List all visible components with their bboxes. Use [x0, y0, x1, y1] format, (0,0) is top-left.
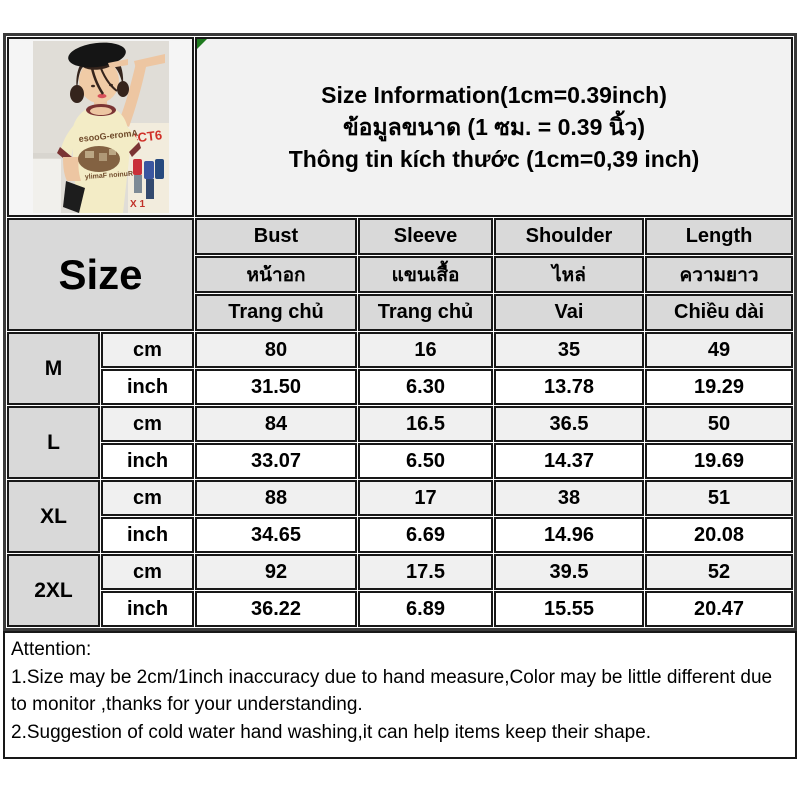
- value-cell: 14.37: [494, 443, 644, 479]
- row-l-cm: L cm 84 16.5 36.5 50: [7, 406, 794, 479]
- value-cell: 50: [645, 406, 794, 442]
- value-cell: 17.5: [358, 554, 493, 590]
- value-cell: 52: [645, 554, 794, 590]
- row-m-cm: M cm 80 16 35 49: [7, 332, 794, 405]
- product-photo: 4CT6 X 1: [32, 41, 169, 213]
- title-cell: Size Information(1cm=0.39inch) ข้อมูลขนา…: [195, 37, 794, 217]
- title-line-vi: Thông tin kích thước (1cm=0,39 inch): [288, 146, 700, 172]
- unit-label: cm: [101, 480, 194, 516]
- row-l-inch: inch 33.07 6.50 14.37 19.69: [7, 443, 794, 479]
- row-xl-inch: inch 34.65 6.69 14.96 20.08: [7, 517, 794, 553]
- value-cell: 39.5: [494, 554, 644, 590]
- unit-label: cm: [101, 332, 194, 368]
- value-cell: 19.69: [645, 443, 794, 479]
- value-cell: 36.22: [195, 591, 357, 627]
- value-cell: 6.69: [358, 517, 493, 553]
- header-sleeve-th: แขนเสื้อ: [358, 256, 493, 293]
- size-table: 4CT6 X 1: [3, 33, 798, 631]
- value-cell: 6.89: [358, 591, 493, 627]
- photo-title-row: 4CT6 X 1: [7, 37, 794, 217]
- header-bust-th: หน้าอก: [195, 256, 357, 293]
- attention-notes-box: Attention: 1.Size may be 2cm/1inch inacc…: [3, 631, 797, 759]
- row-2xl-inch: inch 36.22 6.89 15.55 20.47: [7, 591, 794, 627]
- svg-text:X 1: X 1: [130, 199, 145, 210]
- size-label-m: M: [7, 332, 100, 405]
- value-cell: 14.96: [494, 517, 644, 553]
- value-cell: 17: [358, 480, 493, 516]
- header-sleeve-en: Sleeve: [358, 218, 493, 255]
- size-label-l: L: [7, 406, 100, 479]
- size-label-2xl: 2XL: [7, 554, 100, 627]
- svg-text:ylimaF noinuR: ylimaF noinuR: [84, 171, 133, 181]
- value-cell: 31.50: [195, 369, 357, 405]
- value-cell: 20.47: [645, 591, 794, 627]
- size-header-cell: Size: [7, 218, 194, 331]
- value-cell: 36.5: [494, 406, 644, 442]
- header-sleeve-vi: Trang chủ: [358, 294, 493, 331]
- value-cell: 49: [645, 332, 794, 368]
- value-cell: 35: [494, 332, 644, 368]
- unit-label: inch: [101, 369, 194, 405]
- header-shoulder-en: Shoulder: [494, 218, 644, 255]
- value-cell: 15.55: [494, 591, 644, 627]
- unit-label: inch: [101, 443, 194, 479]
- value-cell: 92: [195, 554, 357, 590]
- title-line-en: Size Information(1cm=0.39inch): [321, 82, 667, 108]
- unit-label: inch: [101, 591, 194, 627]
- header-bust-vi: Trang chủ: [195, 294, 357, 331]
- value-cell: 38: [494, 480, 644, 516]
- value-cell: 19.29: [645, 369, 794, 405]
- header-row-th: หน้าอก แขนเสื้อ ไหล่ ความยาว: [7, 256, 794, 293]
- size-chart-sheet: 4CT6 X 1: [3, 33, 798, 759]
- attention-heading: Attention:: [11, 639, 92, 660]
- title-line-th: ข้อมูลขนาด (1 ซม. = 0.39 นิ้ว): [342, 114, 646, 140]
- value-cell: 16: [358, 332, 493, 368]
- value-cell: 88: [195, 480, 357, 516]
- value-cell: 80: [195, 332, 357, 368]
- header-shoulder-th: ไหล่: [494, 256, 644, 293]
- size-label-xl: XL: [7, 480, 100, 553]
- attention-note-1: 1.Size may be 2cm/1inch inaccuracy due t…: [11, 666, 773, 716]
- row-xl-cm: XL cm 88 17 38 51: [7, 480, 794, 553]
- header-row-en: Size Bust Sleeve Shoulder Length: [7, 218, 794, 331]
- header-bust-en: Bust: [195, 218, 357, 255]
- row-2xl-cm: 2XL cm 92 17.5 39.5 52: [7, 554, 794, 627]
- value-cell: 6.50: [358, 443, 493, 479]
- value-cell: 20.08: [645, 517, 794, 553]
- cell-corner-green-triangle-icon: [197, 39, 207, 49]
- product-photo-cell: 4CT6 X 1: [7, 37, 194, 217]
- header-length-th: ความยาว: [645, 256, 794, 293]
- unit-label: cm: [101, 554, 194, 590]
- value-cell: 33.07: [195, 443, 357, 479]
- header-length-en: Length: [645, 218, 794, 255]
- unit-label: inch: [101, 517, 194, 553]
- header-row-vi: Trang chủ Trang chủ Vai Chiều dài: [7, 294, 794, 331]
- header-length-vi: Chiều dài: [645, 294, 794, 331]
- value-cell: 51: [645, 480, 794, 516]
- header-shoulder-vi: Vai: [494, 294, 644, 331]
- row-m-inch: inch 31.50 6.30 13.78 19.29: [7, 369, 794, 405]
- unit-label: cm: [101, 406, 194, 442]
- value-cell: 34.65: [195, 517, 357, 553]
- attention-note-2: 2.Suggestion of cold water hand washing,…: [11, 721, 652, 743]
- value-cell: 84: [195, 406, 357, 442]
- value-cell: 13.78: [494, 369, 644, 405]
- value-cell: 16.5: [358, 406, 493, 442]
- value-cell: 6.30: [358, 369, 493, 405]
